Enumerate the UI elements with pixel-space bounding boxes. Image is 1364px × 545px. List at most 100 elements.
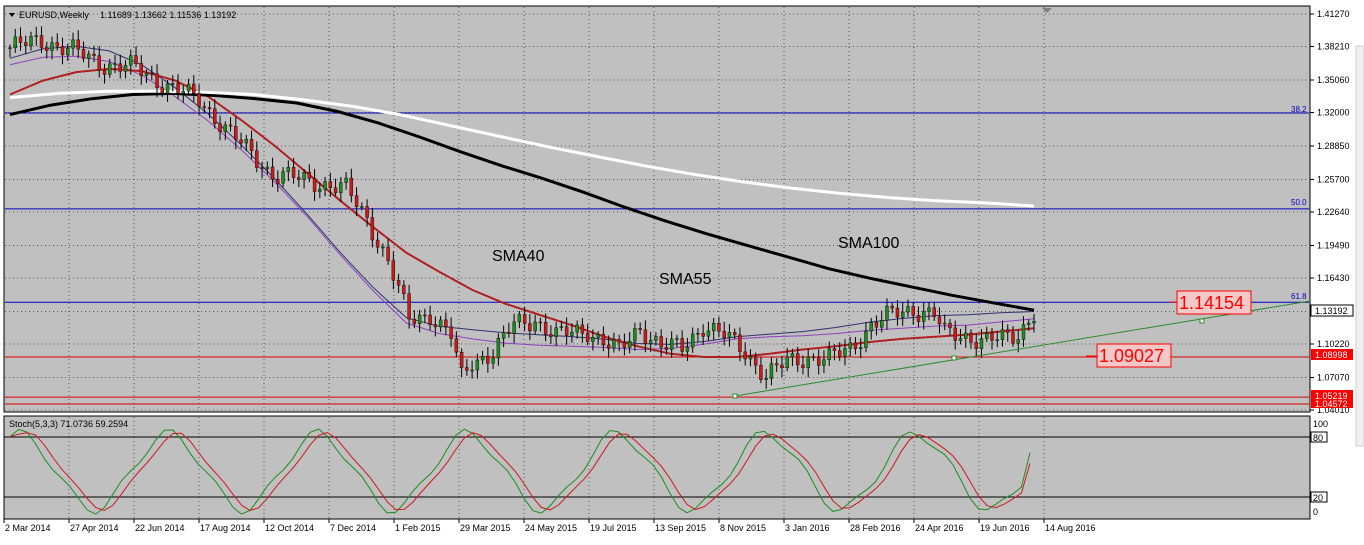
candle-body	[732, 332, 737, 336]
stoch-axis: 100 80 20 0	[1310, 419, 1328, 517]
candle-body	[890, 305, 894, 309]
candle-body	[276, 178, 280, 184]
price-tick-label: 1.19490	[1317, 240, 1350, 250]
time-tick-label: 1 Feb 2015	[395, 523, 441, 533]
candle-body	[318, 188, 322, 192]
candle-body	[454, 338, 459, 353]
candle-body	[591, 337, 595, 342]
candle-body	[501, 331, 506, 339]
candle-body	[533, 321, 537, 332]
candle-body	[249, 139, 254, 151]
red-level-price-text-2: 1.05219	[1315, 391, 1348, 401]
candle-body	[822, 359, 826, 366]
candle-body	[55, 42, 59, 47]
candle-body	[685, 347, 690, 352]
candle-body	[202, 106, 206, 108]
candle-body	[118, 63, 122, 72]
candle-body	[648, 340, 653, 344]
time-tick-label: 3 Jan 2016	[785, 523, 830, 533]
candle-body	[517, 314, 522, 323]
candle-body	[722, 331, 726, 338]
red-level-price-box-2: 1.05219	[1311, 390, 1353, 401]
candle-body	[486, 355, 490, 364]
candle-body	[281, 171, 285, 184]
candle-body	[696, 333, 700, 335]
sma55-label: SMA55	[659, 271, 712, 288]
stoch-plot-area[interactable]	[3, 415, 1311, 520]
candle-body	[228, 124, 233, 127]
candle-body	[580, 324, 585, 334]
candle-body	[18, 36, 23, 43]
candle-body	[239, 139, 243, 144]
candle-body	[706, 330, 711, 337]
candle-body	[45, 47, 49, 51]
sma40-label: SMA40	[492, 248, 545, 265]
red-level-price-box-3: 1.04572	[1311, 399, 1353, 409]
candle-body	[528, 323, 532, 332]
candle-body	[654, 336, 658, 341]
candle-body	[134, 55, 138, 64]
candle-body	[606, 344, 611, 349]
candle-body	[407, 293, 411, 320]
candle-body	[848, 342, 852, 349]
price-tick-label: 1.04010	[1317, 405, 1350, 415]
candle-body	[964, 332, 968, 339]
fibonacci-levels	[5, 112, 1309, 303]
candle-body	[827, 348, 831, 360]
candle-body	[302, 172, 306, 180]
candle-body	[34, 35, 38, 37]
candle-body	[139, 63, 143, 76]
stochastic-lines	[9, 428, 1031, 515]
candle-body	[880, 319, 884, 328]
candle-body	[412, 318, 417, 324]
candle-body	[711, 323, 716, 332]
candle-body	[780, 364, 784, 369]
candle-body	[349, 177, 354, 196]
sma100-line	[9, 91, 1035, 312]
candle-body	[816, 356, 821, 366]
candle-body	[8, 47, 12, 49]
candle-body	[1016, 339, 1020, 344]
candle-body	[570, 331, 574, 336]
candle-body	[333, 187, 338, 194]
candle-body	[974, 342, 978, 349]
trendline[interactable]	[732, 300, 1311, 399]
candle-body	[307, 172, 312, 179]
candle-body	[223, 124, 228, 133]
caret-down-icon[interactable]	[9, 13, 15, 17]
current-price-box: 1.13192	[1310, 304, 1354, 317]
candle-body	[680, 338, 684, 352]
candle-body	[753, 356, 758, 366]
candle-body	[790, 353, 795, 358]
candle-body	[785, 356, 789, 369]
candle-body	[339, 182, 343, 194]
candle-body	[922, 311, 926, 322]
lower-price-callout[interactable]: 1.09027	[1086, 343, 1172, 368]
candle-body	[197, 93, 201, 107]
price-tick-label: 1.25700	[1317, 174, 1350, 184]
upper-price-callout-text: 1.14154	[1179, 293, 1244, 313]
candle-body	[386, 246, 390, 261]
time-axis[interactable]: 2 Mar 2014 27 Apr 2014 22 Jun 2014 17 Aug 2…	[3, 519, 1096, 533]
time-tick-label: 27 Apr 2014	[70, 523, 119, 533]
red-support-levels	[5, 356, 1309, 405]
candle-body	[554, 327, 558, 338]
candle-body	[71, 39, 75, 49]
chart-scroll-edge[interactable]	[1355, 45, 1364, 447]
shift-marker-icon[interactable]	[1042, 8, 1052, 13]
candle-body	[664, 347, 669, 350]
time-tick-label: 14 Aug 2016	[1045, 523, 1096, 533]
candle-body	[491, 357, 495, 364]
time-tick-label: 29 Mar 2015	[460, 523, 511, 533]
candle-body	[979, 338, 984, 349]
ohlc-readout: 1.11689 1.13662 1.11536 1.13192	[100, 10, 236, 20]
candle-body	[365, 206, 369, 218]
upper-price-callout[interactable]: 1.14154	[1170, 290, 1252, 315]
candle-body	[381, 246, 385, 249]
stoch-tick-label: 80	[1313, 433, 1323, 443]
trendline-anchor	[1199, 318, 1205, 324]
candle-body	[512, 321, 516, 334]
candle-body	[92, 53, 96, 56]
candle-body	[627, 341, 632, 348]
